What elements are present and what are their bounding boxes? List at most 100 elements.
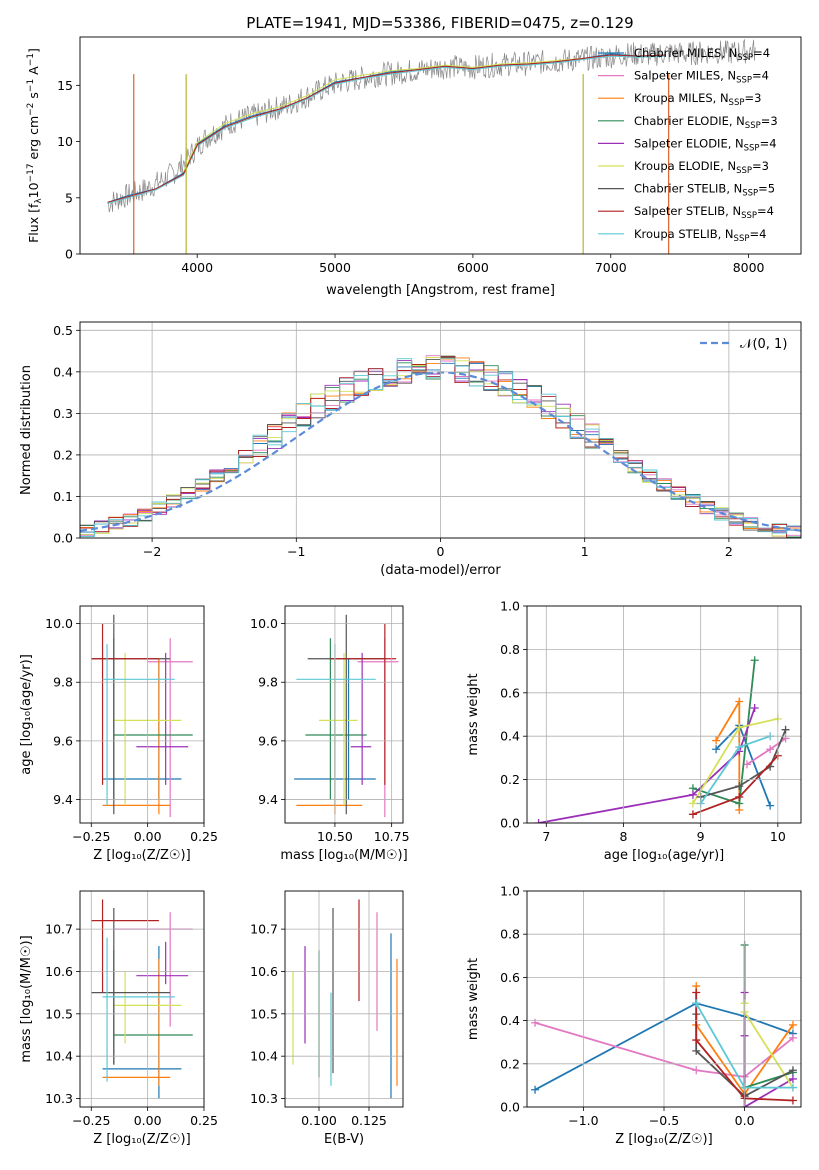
plus-marker [692,1046,701,1055]
axes-frame [284,605,404,824]
y-label-part: −17 [26,163,36,182]
y-tick-label: 9.6 [258,733,278,748]
legend-label: Chabrier MILES, NSSP=4 [634,46,770,63]
figure-title: PLATE=1941, MJD=53386, FIBERID=0475, z=0… [246,14,633,32]
legend-text: =4 [749,227,766,241]
legend-text: =4 [757,204,774,218]
plus-marker [688,810,697,819]
x-tick-label: 0.00 [134,1113,162,1128]
legend-text: Kroupa STELIB, N [634,227,734,241]
axes-frame [284,890,404,1108]
legend-sub: SSP [734,234,750,244]
axes-frame [79,605,205,824]
legend-label: Chabrier STELIB, NSSP=5 [634,182,775,199]
mass-weight-line [695,992,793,1102]
y-tick-label: 0.2 [53,447,73,462]
x-tick-label: 10.75 [374,829,410,844]
plus-marker [534,819,543,823]
legend-text: Kroupa MILES, N [634,91,729,105]
legend-sub: SSP [736,76,752,86]
y-tick-label: 10 [57,134,73,149]
legend-label: Salpeter STELIB, NSSP=4 [634,204,774,221]
y-tick-label: 10.4 [250,1049,278,1064]
y-label-part: 10 [26,182,41,198]
x-tick-label: 0.125 [351,1113,387,1128]
x-axis-label: Z [log₁₀(Z/Z☉)] [93,1132,190,1147]
x-tick-label: 7 [542,829,550,844]
plot-area [534,656,790,823]
x-tick-label: 7000 [595,260,627,275]
x-tick-label: −0.25 [72,1113,110,1128]
plus-marker [692,1066,701,1075]
y-tick-label: 0.8 [500,642,520,657]
y-tick-label: 0.4 [500,729,520,744]
plus-marker [788,1074,797,1083]
y-tick-label: 10.7 [250,922,278,937]
panel-residual-histogram: −2 −1 0 1 2 0.0 0.1 0.2 0.3 0.4 0.5 (data-model)/er… [19,321,802,578]
x-tick-label: 0.25 [190,829,218,844]
y-axis-label: Normed distribution [19,365,34,495]
y-tick-label: 15 [57,78,73,93]
y-tick-label: 0 [65,247,73,262]
y-tick-label: 0.5 [53,323,73,338]
x-axis-label: age [log₁₀(age/yr)] [604,848,725,863]
y-tick-label: 0.0 [500,1100,520,1115]
axes-frame [79,890,205,1108]
plus-marker [788,1083,797,1092]
x-tick-label: 5000 [319,260,351,275]
plus-marker [735,697,744,706]
y-tick-label: 1.0 [500,884,520,899]
x-tick-label: −0.25 [72,829,110,844]
legend-text: Salpeter MILES, N [634,69,736,83]
legend-text: =4 [752,69,769,83]
y-tick-label: 10.3 [45,1091,73,1106]
legend-label: Chabrier ELODIE, NSSP=3 [634,114,778,131]
y-tick-label: 0.2 [500,1056,520,1071]
plus-marker [531,1018,540,1027]
plus-marker [688,799,697,808]
plus-marker [750,703,759,712]
x-tick-label: 1 [581,544,589,559]
legend-sub: SSP [742,189,758,199]
y-tick-label: 0.1 [53,489,73,504]
y-tick-label: 10.6 [45,964,73,979]
plus-marker [766,745,775,754]
x-tick-label: 8 [620,829,628,844]
plot-area [107,38,756,254]
plus-marker [766,801,775,810]
y-tick-label: 0.6 [500,970,520,985]
x-axis-label: (data-model)/error [380,563,501,578]
y-tick-label: 9.4 [258,792,278,807]
legend-label: Kroupa ELODIE, NSSP=3 [634,159,769,176]
y-tick-label: 10.3 [250,1091,278,1106]
axes-frame [79,321,802,539]
panel-age-vs-mass: 10.50 10.75 9.4 9.6 9.8 10.0 mass [log₁₀(M/M☉)… [250,605,410,863]
y-tick-label: 10.4 [45,1049,73,1064]
legend-text: =4 [760,136,777,150]
plus-marker [712,736,721,745]
plus-marker [692,988,701,997]
plus-marker [735,723,744,732]
y-tick-label: 10.7 [45,922,73,937]
legend-text: Chabrier MILES, N [634,46,737,60]
plus-marker [688,790,697,799]
x-tick-label: 10.50 [317,829,353,844]
legend-label: 𝒩(0, 1) [740,337,787,352]
plus-marker [750,656,759,665]
y-tick-label: 10.5 [45,1006,73,1021]
x-tick-label: 6000 [457,260,489,275]
plus-marker [788,1020,797,1029]
x-tick-label: 0.25 [190,1113,218,1128]
plot-area [91,614,193,818]
y-tick-label: 0.0 [53,531,73,546]
x-axis-label: Z [log₁₀(Z/Z☉)] [615,1132,712,1147]
panel-mass-weight-vs-Z: −1.0 −0.5 0.0 0.0 0.2 0.4 0.6 0.8 1.0 Z [log₁₀(Z/… [466,884,802,1147]
y-label-part: ] [26,48,41,53]
y-tick-label: 9.8 [258,675,278,690]
plus-marker [712,745,721,754]
x-tick-label: 9 [697,829,705,844]
axes-frame [79,36,802,255]
model-spectrum-line [182,57,584,173]
legend-text: Kroupa ELODIE, N [634,159,736,173]
